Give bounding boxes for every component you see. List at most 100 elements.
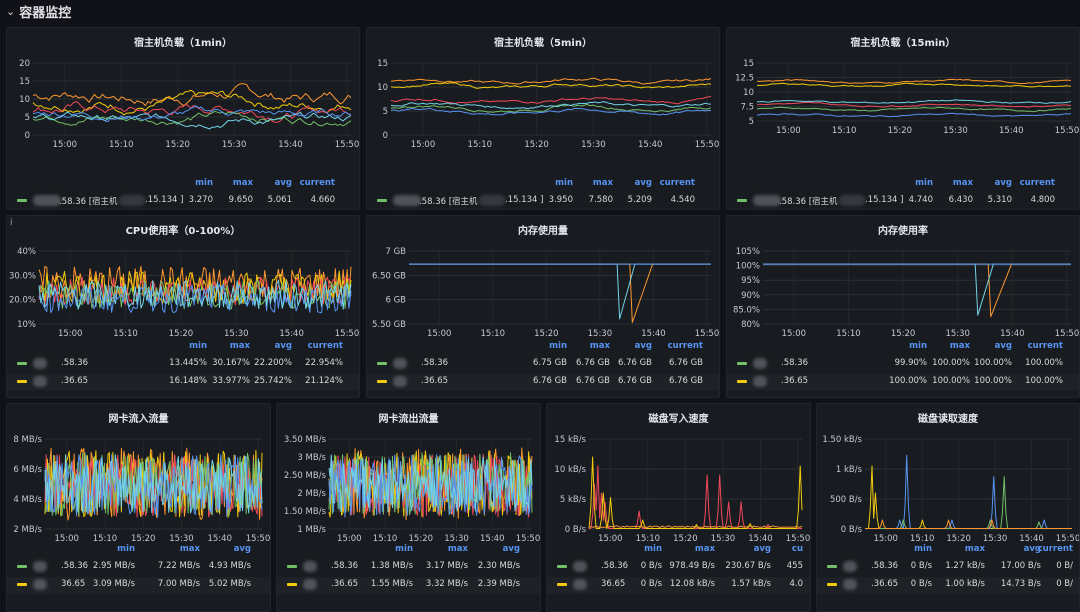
legend-header-max[interactable]: max bbox=[952, 178, 973, 188]
panel-title[interactable]: 内存使用率 bbox=[878, 226, 928, 237]
series-swatch bbox=[17, 565, 27, 568]
panel-1[interactable]: 宿主机负载（1min） 20 15 10 5 0 15:00 15:10 15:20 15:30 1… bbox=[6, 27, 360, 210]
legend-header-max[interactable]: max bbox=[592, 178, 613, 188]
legend-row[interactable]: .58.36 99.90% 100.00% 100.00% 100.00% bbox=[727, 356, 1079, 373]
legend-row[interactable]: 36.65 3.09 MB/s 7.00 MB/s 5.02 MB/s bbox=[7, 577, 270, 594]
graph-plot[interactable]: 3.50 MB/s 3 MB/s 2.50 MB/s 2 MB/s 1.50 MB/s 1… bbox=[277, 404, 541, 612]
panel-8[interactable]: 网卡流出流量 3.50 MB/s 3 MB/s 2.50 MB/s 2 MB/s 1.50… bbox=[276, 403, 541, 612]
legend-row[interactable]: .58.36 0 B/s 978.49 B/s 230.67 B/s 455 bbox=[547, 559, 810, 576]
legend-row[interactable]: .58.36 [宿主机 .15.134 ] 3.270 9.650 5.061 4.660 bbox=[7, 193, 359, 209]
legend-header-max[interactable]: max bbox=[447, 544, 468, 554]
graph-plot[interactable]: 15 12.5 10 7.5 5 15:00 15:10 15:20 15:30 15:40 15:… bbox=[727, 28, 1080, 210]
legend-header-min[interactable]: min bbox=[395, 544, 413, 554]
legend-header-avg[interactable]: avg bbox=[274, 341, 292, 351]
legend-header-current[interactable]: cu bbox=[791, 544, 803, 554]
legend-row[interactable]: .58.36 6.75 GB 6.76 GB 6.76 GB 6.76 GB bbox=[367, 356, 719, 373]
legend-row[interactable]: .36.65 100.00% 100.00% 100.00% 100.00% bbox=[727, 374, 1079, 391]
legend-header-avg[interactable]: avg bbox=[753, 544, 771, 554]
legend-header-current[interactable]: current bbox=[299, 178, 335, 188]
legend-header-max[interactable]: max bbox=[694, 544, 715, 554]
legend-header-current[interactable]: current bbox=[1037, 544, 1073, 554]
panel-title[interactable]: 磁盘读取速度 bbox=[918, 414, 978, 425]
legend-header-current[interactable]: current bbox=[1019, 178, 1055, 188]
panel-10[interactable]: 磁盘读取速度 1.50 kB/s 1 kB/s 500 B/s 0 B/s 15:00 15… bbox=[816, 403, 1080, 612]
panel-9[interactable]: 磁盘写入速度 15 kB/s 10 kB/s 5 kB/s 0 B/s 15:00 15:1… bbox=[546, 403, 811, 612]
series-line bbox=[763, 263, 1071, 318]
legend-row[interactable]: .58.36 13.445% 30.167% 22.200% 22.954% bbox=[7, 356, 359, 373]
x-tick-label: 15:20 bbox=[946, 534, 971, 544]
panel-title[interactable]: 网卡流出流量 bbox=[378, 414, 439, 425]
y-tick-label: 7.5 bbox=[740, 103, 754, 113]
legend-row[interactable]: .36.65 0 B/s 1.00 kB/s 14.73 B/s 0 B/ bbox=[817, 577, 1079, 594]
legend-row[interactable]: .58.36 2.95 MB/s 7.22 MB/s 4.93 MB/s bbox=[7, 559, 270, 576]
panel-6[interactable]: 内存使用率 105% 100% 95% 90% 85.0% 80% 15:00 15:10 15:… bbox=[726, 215, 1080, 398]
panel-4[interactable]: CPU使用率（0-100%） i 40% 30.0% 20.0% 10% 15:00 15:1… bbox=[6, 215, 360, 398]
panel-title[interactable]: 宿主机负载（1min） bbox=[134, 38, 232, 49]
graph-plot[interactable]: 1.50 kB/s 1 kB/s 500 B/s 0 B/s 15:00 15:10 15:… bbox=[817, 404, 1080, 612]
legend-header-avg[interactable]: avg bbox=[1023, 544, 1041, 554]
graph-plot[interactable]: 15 kB/s 10 kB/s 5 kB/s 0 B/s 15:00 15:10 15:20… bbox=[547, 404, 811, 612]
legend-row[interactable]: .36.65 16.148% 33.977% 25.742% 21.124% bbox=[7, 374, 359, 391]
legend-row[interactable]: .58.36 0 B/s 1.27 kB/s 17.00 B/s 0 B/ bbox=[817, 559, 1079, 576]
legend-header-min[interactable]: min bbox=[914, 544, 932, 554]
panel-7[interactable]: 网卡流入流量 8 MB/s 6 MB/s 4 MB/s 2 MB/s 15:00 15:10… bbox=[6, 403, 271, 612]
legend-header-avg[interactable]: avg bbox=[502, 544, 520, 554]
panel-title[interactable]: 宿主机负载（5min） bbox=[494, 38, 592, 49]
legend-header-max[interactable]: max bbox=[179, 544, 200, 554]
panel-5[interactable]: 内存使用量 7 GB 6.50 GB 6 GB 5.50 GB 15:00 15:10 15:… bbox=[366, 215, 720, 398]
graph-plot[interactable]: 105% 100% 95% 90% 85.0% 80% 15:00 15:10 15:20 15:… bbox=[727, 216, 1080, 398]
graph-plot[interactable]: 15 10 5 0 15:00 15:10 15:20 15:30 15:40 15:50 bbox=[367, 28, 720, 210]
panel-3[interactable]: 宿主机负载（15min） 15 12.5 10 7.5 5 15:00 15:10 15:20 1… bbox=[726, 27, 1080, 210]
x-tick-label: 15:20 bbox=[888, 126, 913, 136]
legend-row[interactable]: .36.65 6.76 GB 6.76 GB 6.76 GB 6.76 GB bbox=[367, 374, 719, 391]
graph-plot[interactable]: 8 MB/s 6 MB/s 4 MB/s 2 MB/s 15:00 15:10 15:20 1… bbox=[7, 404, 271, 612]
legend-header-min[interactable]: min bbox=[549, 341, 567, 351]
graph-plot[interactable]: 7 GB 6.50 GB 6 GB 5.50 GB 15:00 15:10 15:20 15:… bbox=[367, 216, 720, 398]
legend-row[interactable]: .58.36 [宿主机 .15.134 ] 4.740 6.430 5.310 4.800 bbox=[727, 193, 1079, 209]
legend-header-current[interactable]: current bbox=[307, 341, 343, 351]
legend-header-current[interactable]: current bbox=[1027, 341, 1063, 351]
legend-header-current[interactable]: current bbox=[659, 178, 695, 188]
legend-header-max[interactable]: max bbox=[229, 341, 250, 351]
legend-header-min[interactable]: min bbox=[909, 341, 927, 351]
info-icon[interactable]: i bbox=[10, 218, 13, 228]
legend-row[interactable]: .36.65 1.55 MB/s 3.32 MB/s 2.39 MB/s bbox=[277, 577, 540, 594]
legend-header-max[interactable]: max bbox=[964, 544, 985, 554]
row-header[interactable]: ⌄ 容器监控 bbox=[0, 0, 1080, 22]
graph-plot[interactable]: 20 15 10 5 0 15:00 15:10 15:20 15:30 15:40 15:50 bbox=[7, 28, 360, 210]
legend-header-min[interactable]: min bbox=[195, 178, 213, 188]
y-tick-label: 2 MB/s bbox=[297, 489, 326, 499]
legend-header-min[interactable]: min bbox=[644, 544, 662, 554]
legend-header-avg[interactable]: avg bbox=[994, 178, 1012, 188]
legend-value-min: 4.740 bbox=[908, 195, 933, 205]
y-tick-label: 80% bbox=[741, 320, 760, 330]
legend-header-min[interactable]: min bbox=[189, 341, 207, 351]
chevron-down-icon[interactable]: ⌄ bbox=[6, 4, 16, 18]
legend-value-min: 2.95 MB/s bbox=[92, 561, 135, 571]
legend-header-avg[interactable]: avg bbox=[994, 341, 1012, 351]
legend-header-current[interactable]: current bbox=[667, 341, 703, 351]
panel-title[interactable]: 磁盘写入速度 bbox=[648, 414, 709, 425]
panel-2[interactable]: 宿主机负载（5min） 15 10 5 0 15:00 15:10 15:20 15:30 15:… bbox=[366, 27, 720, 210]
legend-row[interactable]: 36.65 0 B/s 12.08 kB/s 1.57 kB/s 4.0 bbox=[547, 577, 810, 594]
legend-header-min[interactable]: min bbox=[555, 178, 573, 188]
panel-title[interactable]: CPU使用率（0-100%） bbox=[125, 226, 241, 237]
graph-plot[interactable]: 40% 30.0% 20.0% 10% 15:00 15:10 15:20 15:30 15:4… bbox=[7, 216, 360, 398]
panel-title[interactable]: 宿主机负载（15min） bbox=[850, 38, 956, 49]
legend-header-max[interactable]: max bbox=[232, 178, 253, 188]
legend-row[interactable]: .58.36 1.38 MB/s 3.17 MB/s 2.30 MB/s bbox=[277, 559, 540, 576]
series-swatch bbox=[737, 199, 747, 202]
series-line bbox=[32, 110, 352, 127]
legend-header-avg[interactable]: avg bbox=[634, 178, 652, 188]
legend-header-avg[interactable]: avg bbox=[274, 178, 292, 188]
legend-header-max[interactable]: max bbox=[589, 341, 610, 351]
legend-row[interactable]: .58.36 [宿主机 .15.134 ] 3.950 7.580 5.209 4.540 bbox=[367, 193, 719, 209]
legend-header-min[interactable]: min bbox=[915, 178, 933, 188]
legend-header-avg[interactable]: avg bbox=[233, 544, 251, 554]
legend-header-avg[interactable]: avg bbox=[634, 341, 652, 351]
panel-title[interactable]: 内存使用量 bbox=[518, 226, 568, 237]
series-line bbox=[763, 263, 1071, 316]
legend-header-max[interactable]: max bbox=[949, 341, 970, 351]
legend-header-min[interactable]: min bbox=[117, 544, 135, 554]
panel-title[interactable]: 网卡流入流量 bbox=[108, 414, 169, 425]
